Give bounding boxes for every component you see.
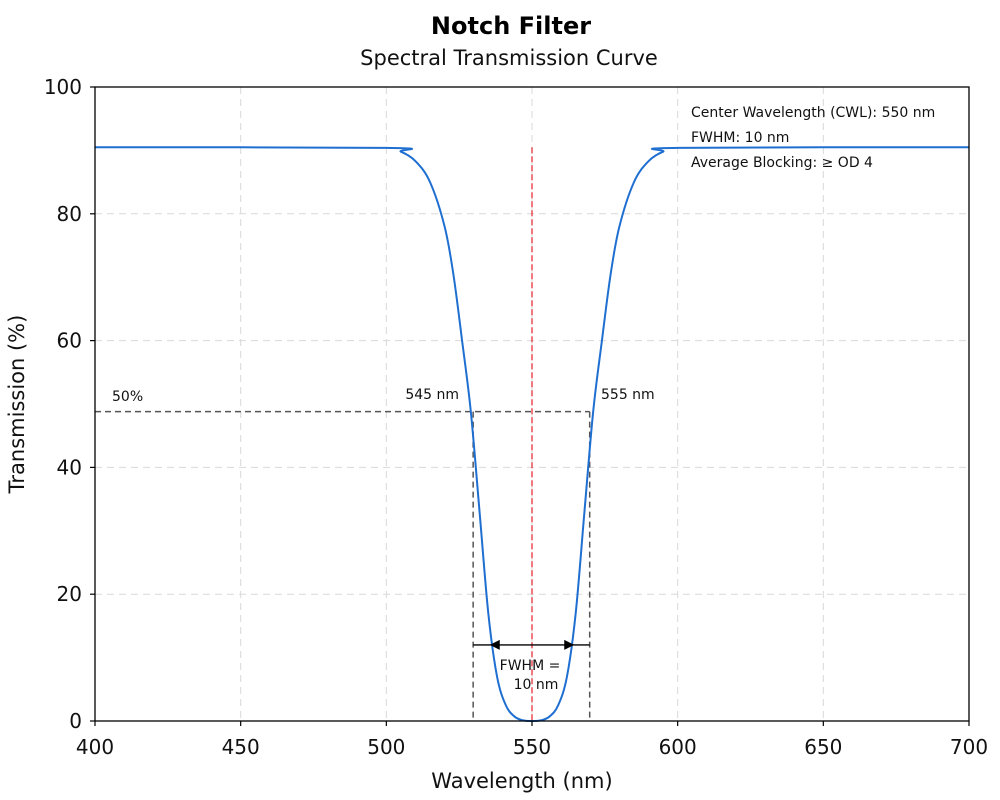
fwhm-arrow-label-2: 10 nm <box>514 677 559 693</box>
y-tick-label: 0 <box>69 709 82 733</box>
x-tick-label: 450 <box>222 735 260 759</box>
x-axis-label: Wavelength (nm) <box>431 769 612 793</box>
x-tick-label: 650 <box>804 735 842 759</box>
x-tick-label: 600 <box>659 735 697 759</box>
fwhm-arrow-group <box>473 639 590 650</box>
chart-subtitle: Spectral Transmission Curve <box>360 46 658 70</box>
half-max-label: 50% <box>112 389 143 405</box>
y-tick-label: 20 <box>57 582 82 606</box>
info-box: Center Wavelength (CWL): 550 nm FWHM: 10… <box>691 105 935 171</box>
fwhm-arrowhead-right <box>564 639 575 650</box>
info-line-blocking: Average Blocking: ≥ OD 4 <box>691 155 873 171</box>
fwhm-left-label: 545 nm <box>405 387 459 403</box>
y-tick-label: 80 <box>57 202 82 226</box>
y-tick-label: 100 <box>44 75 82 99</box>
info-line-fwhm: FWHM: 10 nm <box>691 130 789 146</box>
info-line-cwl: Center Wavelength (CWL): 550 nm <box>691 105 935 121</box>
y-tick-label: 60 <box>57 329 82 353</box>
x-tick-label: 700 <box>950 735 988 759</box>
x-tick-label: 550 <box>513 735 551 759</box>
x-tick-label: 400 <box>76 735 114 759</box>
fwhm-right-label: 555 nm <box>601 387 655 403</box>
y-axis-label: Transmission (%) <box>5 315 29 495</box>
fwhm-arrow-label-1: FWHM = <box>500 658 561 674</box>
axis-ticks: 400 450 500 550 600 650 700 0 20 40 60 80 100 <box>44 75 988 759</box>
y-tick-label: 40 <box>57 455 82 479</box>
annotations <box>95 147 591 721</box>
x-tick-label: 500 <box>367 735 405 759</box>
fwhm-arrowhead-left <box>489 639 500 650</box>
chart-title: Notch Filter <box>431 12 591 40</box>
